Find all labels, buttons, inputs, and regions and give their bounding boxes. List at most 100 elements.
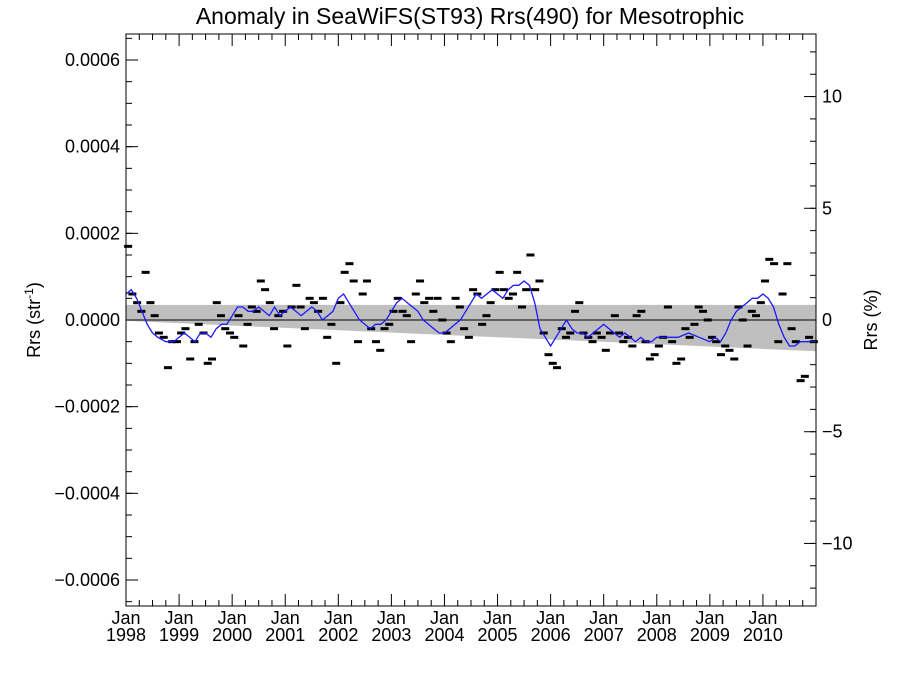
x-tick-label-month: Jan xyxy=(430,608,459,628)
monthly-point xyxy=(371,340,380,344)
monthly-point xyxy=(668,340,677,344)
monthly-point xyxy=(522,288,531,292)
monthly-point xyxy=(761,279,770,283)
x-tick-label-month: Jan xyxy=(324,608,353,628)
monthly-point xyxy=(194,322,203,326)
monthly-point xyxy=(703,318,712,322)
monthly-point xyxy=(433,296,442,300)
x-tick-label-year: 1998 xyxy=(106,625,146,645)
monthly-point xyxy=(716,353,725,357)
monthly-point xyxy=(783,262,792,266)
monthly-point xyxy=(690,322,699,326)
monthly-point xyxy=(677,357,686,361)
y-right-tick-label: −5 xyxy=(822,422,843,442)
monthly-point xyxy=(460,327,469,331)
x-tick-label-year: 2000 xyxy=(212,625,252,645)
monthly-point xyxy=(243,322,252,326)
monthly-point xyxy=(738,318,747,322)
monthly-point xyxy=(531,288,540,292)
monthly-point xyxy=(150,314,159,318)
x-tick-label-year: 2008 xyxy=(637,625,677,645)
monthly-point xyxy=(482,314,491,318)
monthly-point xyxy=(544,353,553,357)
monthly-point xyxy=(389,309,398,313)
monthly-point xyxy=(707,335,716,339)
y-axis-right-label: Rrs (%) xyxy=(861,290,881,351)
x-tick-label-year: 2001 xyxy=(265,625,305,645)
monthly-point xyxy=(133,301,142,305)
monthly-point xyxy=(495,270,504,274)
monthly-point xyxy=(796,379,805,383)
monthly-point xyxy=(279,309,288,313)
monthly-point xyxy=(154,331,163,335)
monthly-point xyxy=(287,305,296,309)
monthly-point xyxy=(239,344,248,348)
monthly-point xyxy=(712,340,721,344)
monthly-point xyxy=(376,348,385,352)
monthly-markers-layer xyxy=(124,244,818,383)
monthly-point xyxy=(615,331,624,335)
monthly-point xyxy=(429,309,438,313)
monthly-point xyxy=(730,357,739,361)
monthly-point xyxy=(270,327,279,331)
monthly-point xyxy=(517,305,526,309)
monthly-point xyxy=(592,331,601,335)
monthly-point xyxy=(402,314,411,318)
monthly-point xyxy=(747,309,756,313)
x-tick-label-month: Jan xyxy=(642,608,671,628)
monthly-point xyxy=(265,301,274,305)
monthly-point xyxy=(407,340,416,344)
monthly-point xyxy=(800,374,809,378)
monthly-point xyxy=(566,331,575,335)
monthly-point xyxy=(261,288,270,292)
monthly-point xyxy=(645,357,654,361)
x-tick-label-month: Jan xyxy=(748,608,777,628)
x-axis: Jan1998Jan1999Jan2000Jan2001Jan2002Jan20… xyxy=(106,34,804,645)
monthly-point xyxy=(420,301,429,305)
monthly-point xyxy=(362,279,371,283)
monthly-point xyxy=(575,301,584,305)
monthly-point xyxy=(619,340,628,344)
monthly-point xyxy=(256,279,265,283)
monthly-point xyxy=(637,309,646,313)
monthly-point xyxy=(336,301,345,305)
monthly-point xyxy=(296,305,305,309)
monthly-point xyxy=(597,335,606,339)
monthly-point xyxy=(473,292,482,296)
x-tick-label-month: Jan xyxy=(536,608,565,628)
x-tick-label-month: Jan xyxy=(695,608,724,628)
monthly-point xyxy=(698,309,707,313)
monthly-point xyxy=(464,335,473,339)
monthly-point xyxy=(451,296,460,300)
monthly-point xyxy=(455,305,464,309)
monthly-point xyxy=(442,331,451,335)
monthly-point xyxy=(535,279,544,283)
monthly-point xyxy=(681,327,690,331)
monthly-point xyxy=(778,292,787,296)
x-tick-label-month: Jan xyxy=(377,608,406,628)
monthly-point xyxy=(186,357,195,361)
x-tick-label-month: Jan xyxy=(483,608,512,628)
y-right-tick-label: 10 xyxy=(822,87,842,107)
y-right-tick-label: 0 xyxy=(822,310,832,330)
y-left-tick-label: 0.0004 xyxy=(65,137,120,157)
x-tick-label-month: Jan xyxy=(271,608,300,628)
monthly-point xyxy=(526,253,535,257)
monthly-point xyxy=(486,301,495,305)
monthly-point xyxy=(141,270,150,274)
monthly-point xyxy=(624,335,633,339)
monthly-point xyxy=(177,331,186,335)
monthly-point xyxy=(752,314,761,318)
monthly-point xyxy=(327,322,336,326)
monthly-point xyxy=(252,309,261,313)
monthly-point xyxy=(247,305,256,309)
monthly-point xyxy=(314,309,323,313)
x-tick-label-month: Jan xyxy=(111,608,140,628)
monthly-point xyxy=(548,361,557,365)
smoothed-line-layer xyxy=(125,280,816,348)
monthly-point xyxy=(791,340,800,344)
monthly-point xyxy=(632,314,641,318)
monthly-point xyxy=(345,262,354,266)
x-tick-label-month: Jan xyxy=(165,608,194,628)
monthly-point xyxy=(385,322,394,326)
